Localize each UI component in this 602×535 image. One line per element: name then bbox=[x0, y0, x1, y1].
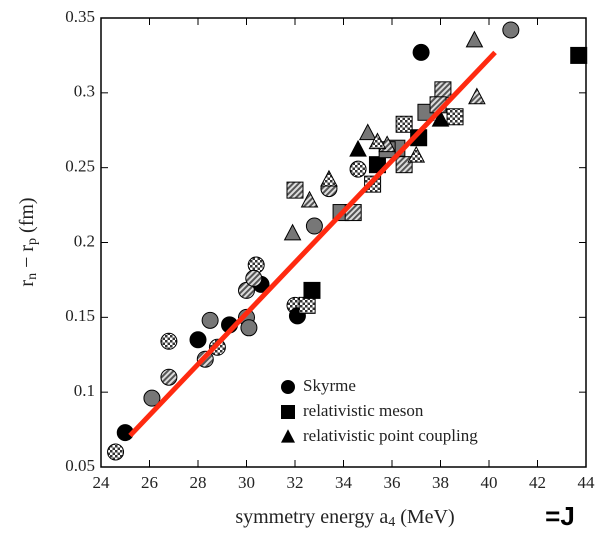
point bbox=[349, 139, 367, 157]
legend-marker bbox=[281, 429, 295, 443]
x-tick-label: 40 bbox=[481, 473, 498, 492]
y-axis-label: rn − rp (fm) bbox=[16, 197, 41, 286]
point bbox=[407, 145, 426, 163]
point bbox=[143, 389, 161, 407]
plot-frame bbox=[100, 17, 587, 468]
point bbox=[431, 109, 450, 127]
x-tick-label: 44 bbox=[578, 473, 596, 492]
point bbox=[305, 217, 323, 235]
point bbox=[395, 115, 413, 133]
point bbox=[502, 21, 520, 39]
point bbox=[320, 169, 338, 187]
point bbox=[201, 311, 219, 329]
x-tick-label: 28 bbox=[190, 473, 207, 492]
x-tick-label: 42 bbox=[529, 473, 546, 492]
point bbox=[189, 331, 207, 349]
point bbox=[286, 181, 304, 199]
point bbox=[303, 281, 321, 299]
point bbox=[245, 269, 263, 287]
point bbox=[298, 296, 316, 314]
subscript: n bbox=[25, 273, 40, 280]
subscript: p bbox=[25, 238, 40, 245]
legend-marker bbox=[281, 380, 295, 394]
y-tick-label: 0.25 bbox=[65, 157, 95, 176]
legend-marker bbox=[281, 405, 295, 419]
point bbox=[240, 319, 258, 337]
point bbox=[368, 132, 387, 150]
label-part: (MeV) bbox=[395, 506, 454, 528]
y-tick-label: 0.1 bbox=[74, 381, 95, 400]
label-part: − r bbox=[16, 245, 38, 273]
point bbox=[412, 43, 430, 61]
point bbox=[160, 332, 178, 350]
y-tick-label: 0.15 bbox=[65, 306, 95, 325]
legend-label: relativistic meson bbox=[303, 401, 424, 420]
point bbox=[395, 156, 413, 174]
point bbox=[465, 30, 484, 48]
x-tick-label: 34 bbox=[335, 473, 353, 492]
point bbox=[570, 46, 588, 64]
point bbox=[283, 223, 302, 241]
annotation: =J bbox=[545, 501, 575, 531]
x-tick-label: 30 bbox=[238, 473, 255, 492]
label-part: symmetry energy a bbox=[235, 506, 388, 528]
x-axis-label: symmetry energy a4 (MeV) bbox=[235, 506, 454, 531]
y-tick-label: 0.2 bbox=[74, 231, 95, 250]
y-tick-label: 0.05 bbox=[65, 456, 95, 475]
subscript: 4 bbox=[388, 515, 395, 530]
label-part: (fm) bbox=[16, 197, 38, 238]
x-tick-label: 32 bbox=[287, 473, 304, 492]
point bbox=[446, 108, 464, 126]
y-tick-label: 0.3 bbox=[74, 82, 95, 101]
fit-line bbox=[128, 50, 497, 438]
point bbox=[349, 160, 367, 178]
legend-label: relativistic point coupling bbox=[303, 426, 478, 445]
x-tick-label: 24 bbox=[93, 473, 111, 492]
x-tick-label: 26 bbox=[141, 473, 158, 492]
point bbox=[358, 123, 377, 141]
y-tick-label: 0.35 bbox=[65, 7, 95, 26]
point bbox=[160, 368, 178, 386]
point bbox=[300, 190, 319, 208]
legend-label: Skyrme bbox=[303, 376, 356, 395]
point bbox=[468, 87, 486, 105]
point bbox=[107, 443, 125, 461]
label-part: r bbox=[16, 280, 38, 287]
x-tick-label: 36 bbox=[384, 473, 401, 492]
x-tick-label: 38 bbox=[432, 473, 449, 492]
point bbox=[434, 81, 452, 99]
